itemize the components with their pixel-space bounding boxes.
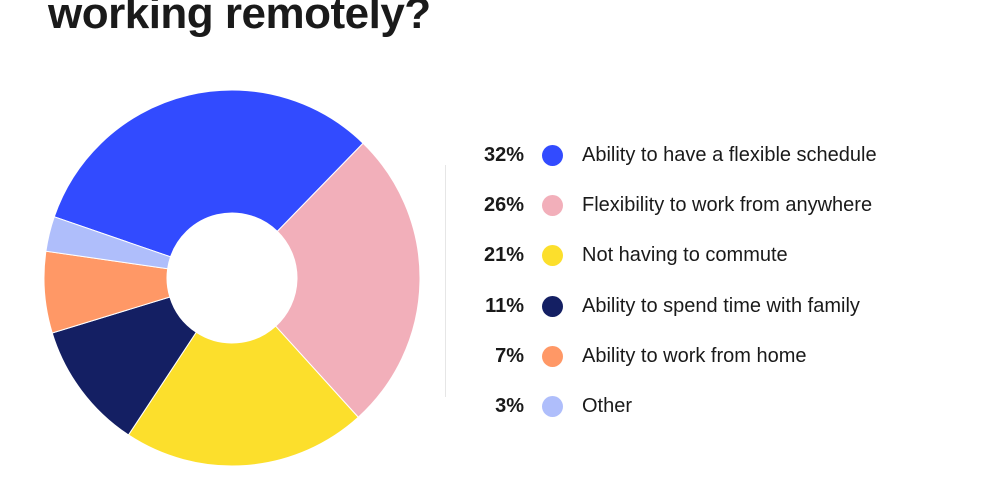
legend-swatch: [542, 295, 563, 317]
legend-item: 21% Not having to commute: [460, 231, 980, 281]
legend-swatch: [542, 396, 563, 418]
legend-percentage: 21%: [483, 244, 524, 267]
donut-slice-4: [51, 296, 197, 436]
legend-item: 7% Ability to work from home: [460, 331, 980, 381]
donut-slice-3: [127, 325, 359, 467]
legend-swatch: [542, 194, 563, 216]
donut-slice-2: [274, 142, 421, 418]
legend-percentage: 3%: [495, 395, 524, 418]
legend-item: 11% Ability to spend time with family: [460, 281, 980, 331]
legend-item: 26% Flexibility to work from anywhere: [460, 180, 980, 230]
donut-slice-1: [53, 89, 364, 258]
legend-swatch: [542, 245, 563, 267]
donut-chart: [43, 89, 421, 467]
legend-label: Ability to work from home: [582, 344, 807, 367]
legend-label: Flexibility to work from anywhere: [582, 193, 873, 216]
legend-percentage: 11%: [485, 294, 524, 317]
legend-label: Not having to commute: [582, 244, 788, 267]
legend-percentage: 32%: [483, 143, 524, 166]
legend-item: 3% Other: [460, 381, 980, 431]
legend: 32% Ability to have a flexible schedule 26…: [460, 130, 980, 432]
legend-label: Ability to spend time with family: [582, 294, 860, 317]
chart-title: working remotely?: [48, 0, 431, 38]
legend-swatch: [542, 345, 563, 367]
legend-percentage: 26%: [483, 193, 524, 216]
legend-label: Ability to have a flexible schedule: [582, 143, 877, 166]
legend-item: 32% Ability to have a flexible schedule: [460, 130, 980, 180]
legend-label: Other: [582, 395, 633, 418]
legend-divider: [445, 165, 446, 397]
legend-percentage: 7%: [495, 344, 524, 367]
legend-swatch: [542, 144, 563, 166]
donut-slice-6: [45, 216, 172, 270]
